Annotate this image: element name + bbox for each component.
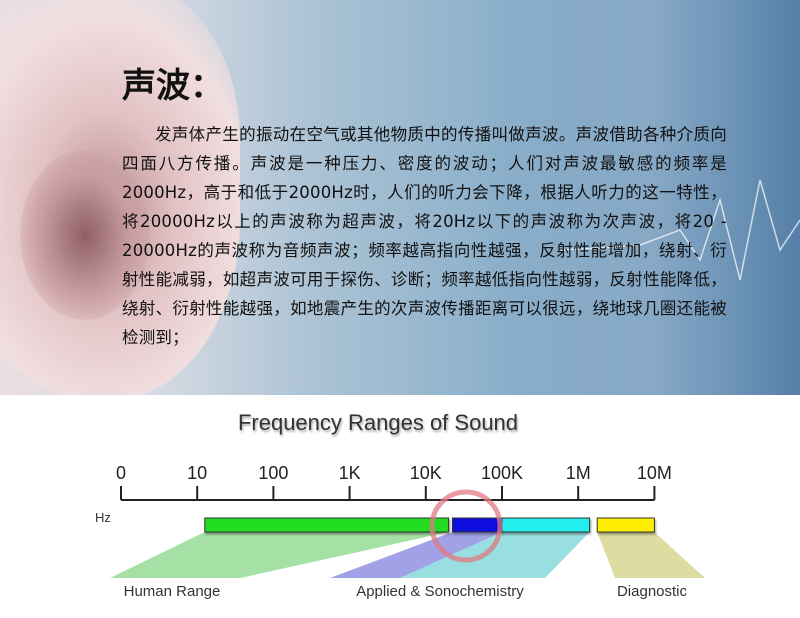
- intro-banner: 声波： 发声体产生的振动在空气或其他物质中的传播叫做声波。声波借助各种介质向四面…: [0, 0, 800, 395]
- unit-label: Hz: [95, 510, 111, 525]
- ear-canal-image: [20, 150, 150, 320]
- frequency-range-diagram: Frequency Ranges of Sound 0 10 100 1K 10K 100…: [95, 410, 705, 600]
- range-projection: [330, 532, 502, 578]
- range-bar: [451, 517, 503, 533]
- description-paragraph: 发声体产生的振动在空气或其他物质中的传播叫做声波。声波借助各种介质向四面八方传播…: [122, 125, 727, 347]
- tick-label: 10: [187, 463, 207, 483]
- tick-label: 100K: [481, 463, 523, 483]
- highlight-circle: [429, 489, 503, 563]
- range-label: Diagnostic: [617, 583, 688, 600]
- tick-label: 100: [258, 463, 288, 483]
- range-label: Applied & Sonochemistry: [356, 583, 524, 600]
- page-title: 声波：: [122, 66, 224, 106]
- tick-label: 0: [116, 463, 126, 483]
- range-projection: [400, 532, 590, 578]
- diagram-title: Frequency Ranges of Sound: [238, 410, 518, 435]
- range-bar: [596, 517, 655, 533]
- background-glow: [500, 0, 800, 395]
- range-label: Human Range: [124, 583, 221, 600]
- range-projection: [110, 532, 449, 578]
- sound-wave-decoration: [0, 0, 800, 395]
- tick-label: 1K: [339, 463, 361, 483]
- tick-label: 1M: [566, 463, 591, 483]
- range-bar: [501, 517, 591, 533]
- waveform-line: [559, 179, 800, 281]
- tick-label: 10K: [410, 463, 442, 483]
- range-bar: [204, 517, 450, 533]
- range-projection: [597, 532, 705, 578]
- tick-label: 10M: [637, 463, 672, 483]
